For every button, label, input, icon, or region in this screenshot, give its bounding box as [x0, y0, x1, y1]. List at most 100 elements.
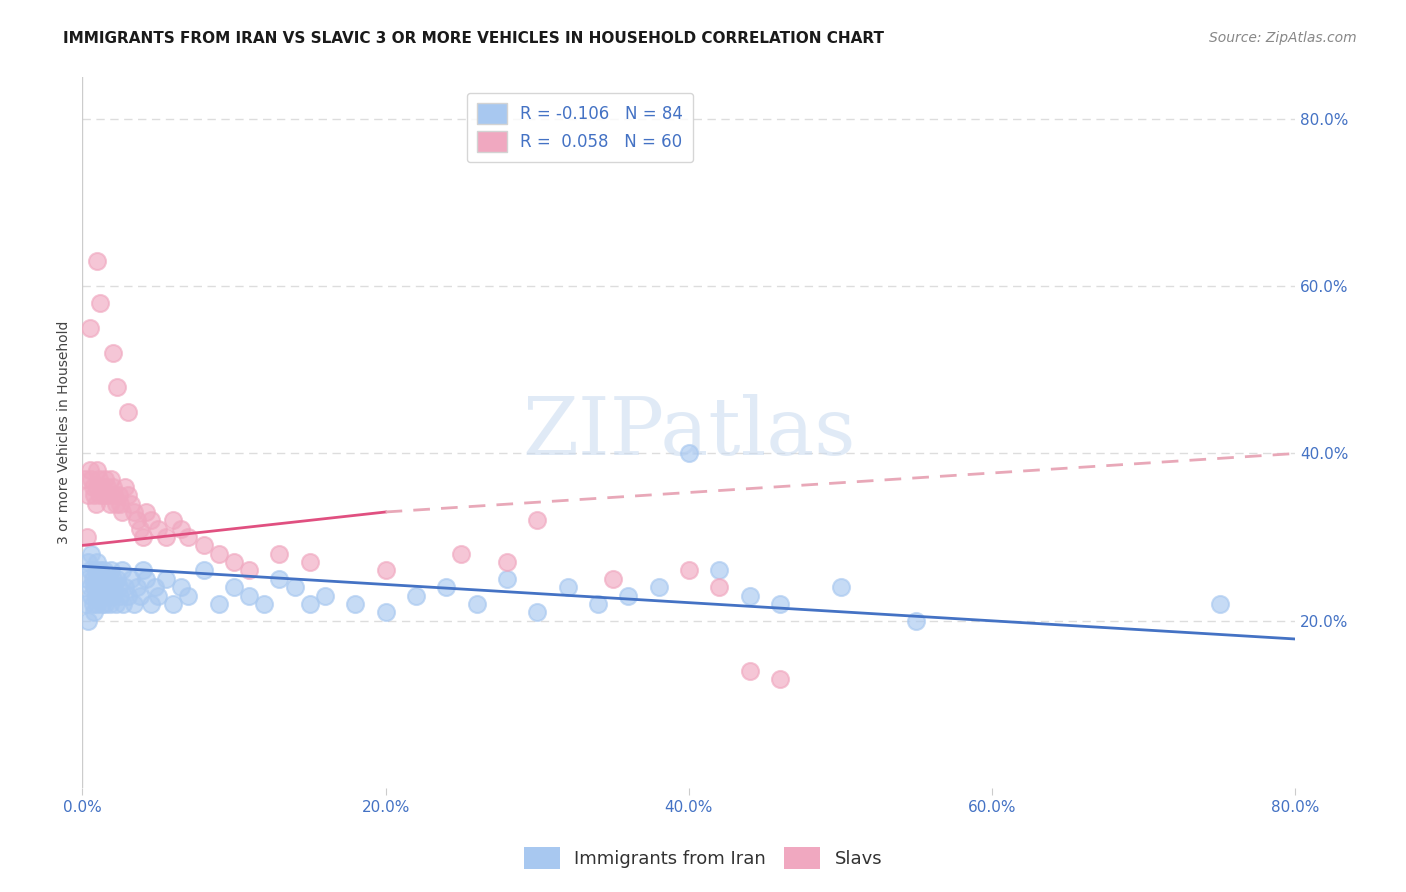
Point	[129, 589, 152, 603]
Point	[86, 555, 108, 569]
Point	[146, 522, 169, 536]
Point	[91, 597, 114, 611]
Point	[120, 572, 142, 586]
Point	[155, 530, 177, 544]
Point	[557, 580, 579, 594]
Point	[146, 589, 169, 603]
Point	[77, 614, 100, 628]
Point	[96, 480, 118, 494]
Point	[122, 597, 145, 611]
Point	[91, 480, 114, 494]
Point	[122, 505, 145, 519]
Point	[86, 254, 108, 268]
Point	[647, 580, 669, 594]
Point	[238, 589, 260, 603]
Point	[107, 488, 129, 502]
Point	[678, 446, 700, 460]
Point	[100, 472, 122, 486]
Point	[79, 580, 101, 594]
Point	[170, 580, 193, 594]
Point	[98, 580, 121, 594]
Point	[98, 597, 121, 611]
Point	[79, 321, 101, 335]
Point	[193, 538, 215, 552]
Legend: Immigrants from Iran, Slavs: Immigrants from Iran, Slavs	[516, 839, 890, 876]
Point	[84, 589, 107, 603]
Point	[139, 597, 162, 611]
Point	[117, 488, 139, 502]
Point	[108, 589, 131, 603]
Point	[84, 497, 107, 511]
Point	[162, 597, 184, 611]
Point	[139, 513, 162, 527]
Point	[105, 379, 128, 393]
Point	[89, 296, 111, 310]
Point	[94, 472, 117, 486]
Point	[269, 547, 291, 561]
Point	[87, 589, 110, 603]
Point	[93, 564, 115, 578]
Point	[114, 480, 136, 494]
Point	[94, 572, 117, 586]
Point	[77, 555, 100, 569]
Point	[405, 589, 427, 603]
Point	[125, 513, 148, 527]
Point	[135, 572, 157, 586]
Point	[101, 346, 124, 360]
Point	[222, 555, 245, 569]
Point	[97, 572, 120, 586]
Point	[83, 580, 105, 594]
Point	[830, 580, 852, 594]
Point	[82, 480, 104, 494]
Point	[86, 463, 108, 477]
Point	[526, 513, 548, 527]
Point	[98, 497, 121, 511]
Point	[143, 580, 166, 594]
Point	[193, 564, 215, 578]
Point	[709, 564, 731, 578]
Point	[87, 580, 110, 594]
Point	[82, 572, 104, 586]
Point	[103, 580, 125, 594]
Point	[86, 572, 108, 586]
Point	[82, 597, 104, 611]
Point	[80, 547, 103, 561]
Point	[374, 605, 396, 619]
Point	[177, 589, 200, 603]
Text: Source: ZipAtlas.com: Source: ZipAtlas.com	[1209, 31, 1357, 45]
Point	[155, 572, 177, 586]
Point	[129, 522, 152, 536]
Point	[208, 597, 231, 611]
Point	[374, 564, 396, 578]
Point	[91, 580, 114, 594]
Point	[89, 572, 111, 586]
Point	[496, 572, 519, 586]
Point	[1208, 597, 1230, 611]
Point	[80, 589, 103, 603]
Point	[112, 597, 135, 611]
Point	[86, 597, 108, 611]
Point	[104, 497, 127, 511]
Point	[769, 672, 792, 686]
Point	[617, 589, 640, 603]
Point	[86, 480, 108, 494]
Point	[89, 564, 111, 578]
Point	[111, 564, 134, 578]
Point	[87, 472, 110, 486]
Point	[238, 564, 260, 578]
Point	[94, 597, 117, 611]
Point	[105, 572, 128, 586]
Point	[117, 589, 139, 603]
Point	[77, 488, 100, 502]
Point	[298, 555, 321, 569]
Point	[125, 580, 148, 594]
Point	[93, 488, 115, 502]
Point	[269, 572, 291, 586]
Point	[76, 572, 98, 586]
Point	[96, 589, 118, 603]
Point	[80, 472, 103, 486]
Point	[284, 580, 307, 594]
Point	[135, 505, 157, 519]
Point	[84, 564, 107, 578]
Point	[738, 589, 761, 603]
